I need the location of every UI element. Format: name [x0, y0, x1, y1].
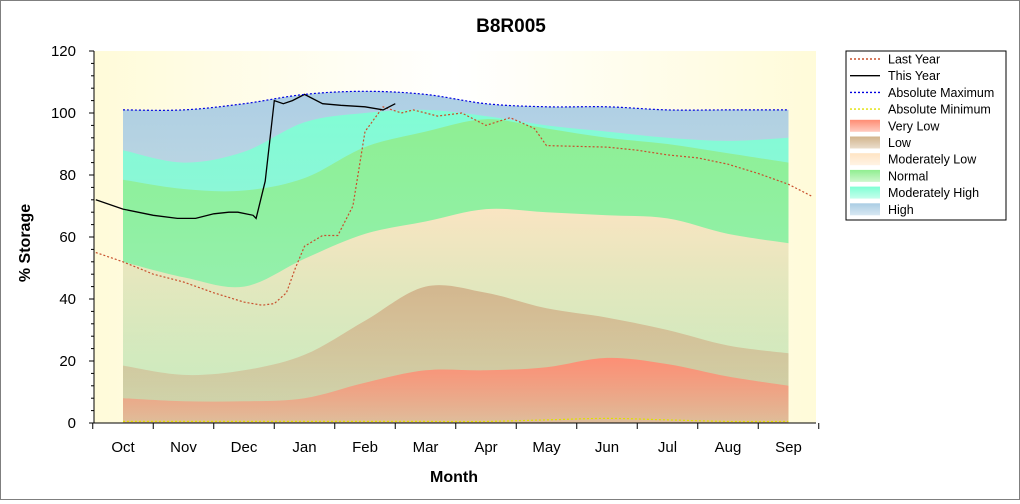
legend-item-very-low: Very Low	[850, 119, 940, 133]
series-this-year	[95, 93, 396, 220]
legend-swatch	[850, 136, 880, 149]
legend-item-absolute-maximum: Absolute Maximum	[850, 86, 994, 100]
x-tick-label: Nov	[170, 439, 197, 456]
legend-label: Absolute Maximum	[888, 86, 994, 100]
legend-item-low: Low	[850, 136, 912, 150]
series-absolute-maximum	[122, 90, 789, 111]
y-axis-title: % Storage	[17, 204, 34, 282]
legend-label: High	[888, 203, 914, 217]
legend-label: Low	[888, 136, 912, 150]
x-axis-title: Month	[430, 469, 478, 486]
legend-item-absolute-minimum: Absolute Minimum	[850, 103, 991, 117]
legend-swatch	[850, 203, 880, 216]
legend-swatch	[850, 186, 880, 199]
x-tick-label: Jan	[292, 439, 316, 456]
x-tick-label: Feb	[352, 439, 378, 456]
x-tick-label: Apr	[474, 439, 497, 456]
plot-area: 0 20 40 60 80 100 120 Oct Nov Dec Jan Feb Mar Apr May J…	[51, 43, 820, 456]
legend-item-normal: Normal	[850, 169, 928, 183]
legend-label: Moderately High	[888, 186, 979, 200]
x-tick-label: Sep	[775, 439, 802, 456]
legend-swatch	[850, 119, 880, 132]
legend-item-moderately-low: Moderately Low	[850, 153, 977, 167]
y-tick-label: 40	[59, 291, 76, 308]
legend-label: Very Low	[888, 119, 940, 133]
x-tick-label: May	[532, 439, 561, 456]
x-tick-label: Dec	[231, 439, 258, 456]
legend-label: Absolute Minimum	[888, 103, 991, 117]
y-tick-label: 20	[59, 353, 76, 370]
legend-item-high: High	[850, 203, 914, 217]
legend-label: Last Year	[888, 53, 940, 67]
legend-swatch	[850, 169, 880, 182]
y-tick-label: 60	[59, 229, 76, 246]
legend-label: Normal	[888, 169, 928, 183]
x-tick-label: Jul	[658, 439, 677, 456]
legend: Last Year This Year Absolute Maximum Absolu…	[845, 50, 1007, 221]
chart-title: B8R005	[476, 16, 546, 37]
y-tick-label: 120	[51, 43, 76, 60]
x-tick-label: Mar	[413, 439, 439, 456]
legend-label: This Year	[888, 69, 940, 83]
y-tick-label: 80	[59, 167, 76, 184]
band-very-low	[123, 357, 789, 423]
y-tick-label: 0	[68, 415, 76, 432]
legend-label: Moderately Low	[888, 153, 977, 167]
legend-item-this-year: This Year	[850, 69, 940, 83]
x-tick-label: Jun	[595, 439, 619, 456]
legend-swatch	[850, 153, 880, 166]
x-tick-label: Oct	[111, 439, 135, 456]
legend-item-last-year: Last Year	[850, 53, 940, 67]
y-tick-label: 100	[51, 105, 76, 122]
legend-item-moderately-high: Moderately High	[850, 186, 979, 200]
x-tick-label: Aug	[715, 439, 742, 456]
series-absolute-minimum	[123, 417, 789, 423]
